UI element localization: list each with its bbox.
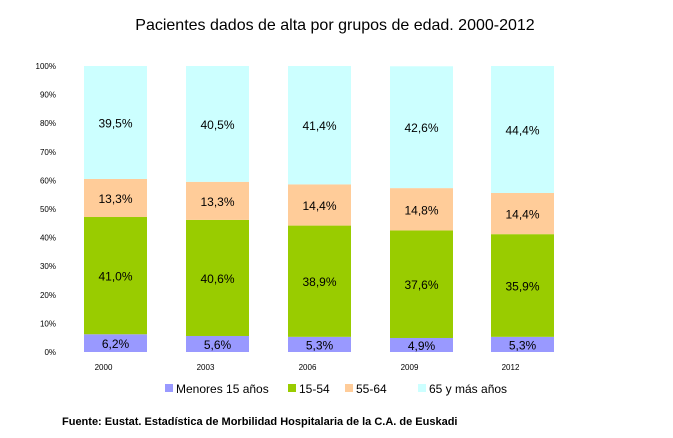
data-label: 5,3% — [306, 338, 334, 352]
bar-segment — [186, 181, 249, 220]
data-label: 41,0% — [98, 270, 132, 284]
y-tick-label: 70% — [40, 148, 56, 157]
data-label: 14,8% — [404, 203, 438, 217]
legend-label: 65 y más años — [429, 382, 507, 396]
bar-segment — [491, 336, 554, 352]
bars: 6,2% 41,0% 13,3% 39,5% 5,6% 40,6% 13,3% 40,5% 5,… — [84, 66, 554, 353]
data-label: 41,4% — [302, 119, 336, 133]
data-label: 13,3% — [98, 192, 132, 206]
bar-segment — [390, 188, 453, 231]
y-tick-label: 40% — [40, 234, 56, 243]
data-label: 14,4% — [302, 199, 336, 213]
bar-segment — [390, 66, 453, 189]
bar-segment — [288, 184, 351, 226]
bar-segment — [186, 335, 249, 352]
data-label: 40,6% — [200, 272, 234, 286]
bar-segment — [491, 234, 554, 337]
bar-segment — [84, 66, 147, 179]
data-label: 39,5% — [98, 116, 132, 130]
data-label: 4,9% — [408, 339, 436, 353]
y-tick-label: 20% — [40, 291, 56, 300]
bar-segment — [491, 192, 554, 235]
y-tick-label: 30% — [40, 262, 56, 271]
data-label: 37,6% — [404, 278, 438, 292]
data-label: 38,9% — [302, 275, 336, 289]
x-tick-label: 2009 — [401, 363, 419, 372]
legend-swatch — [288, 384, 296, 392]
data-label: 42,6% — [404, 121, 438, 135]
bar-segment — [288, 336, 351, 352]
legend-label: 55-64 — [356, 382, 387, 396]
bar-segment — [186, 66, 249, 182]
chart-title: Pacientes dados de alta por grupos de ed… — [135, 17, 535, 34]
bar-segment — [84, 334, 147, 352]
data-label: 13,3% — [200, 195, 234, 209]
y-tick-label: 10% — [40, 319, 56, 328]
y-tick-label: 50% — [40, 205, 56, 214]
y-tick-label: 100% — [36, 62, 56, 71]
y-tick-label: 80% — [40, 119, 56, 128]
legend-swatch — [345, 384, 353, 392]
bar-segment — [84, 217, 147, 335]
data-label: 6,2% — [102, 337, 130, 351]
legend-swatch — [418, 384, 426, 392]
bar-segment — [491, 66, 554, 193]
y-tick-label: 90% — [40, 91, 56, 100]
x-tick-label: 2003 — [197, 363, 215, 372]
legend: Menores 15 años 15-54 55-64 65 y más años — [165, 382, 507, 396]
data-label: 5,3% — [509, 338, 537, 352]
x-tick-label: 2000 — [95, 363, 113, 372]
bar-segment — [288, 225, 351, 337]
bar-segment — [288, 66, 351, 185]
legend-item: 15-54 — [288, 382, 330, 396]
x-tick-label: 2012 — [502, 363, 520, 372]
bar-segment — [84, 178, 147, 218]
data-label: 14,4% — [505, 208, 539, 222]
bar-segment — [186, 219, 249, 336]
data-label: 40,5% — [200, 118, 234, 132]
data-label: 44,4% — [505, 123, 539, 137]
bar-segment — [390, 337, 453, 352]
data-label: 5,6% — [204, 338, 232, 352]
x-tick-label: 2006 — [299, 363, 317, 372]
x-axis: 2000 2003 2006 2009 2012 — [95, 363, 520, 372]
y-tick-label: 60% — [40, 176, 56, 185]
legend-item: 55-64 — [345, 382, 387, 396]
data-label: 35,9% — [505, 280, 539, 294]
bar-segment — [390, 230, 453, 338]
source-note: Fuente: Eustat. Estadística de Morbilida… — [62, 416, 457, 428]
legend-item: 65 y más años — [418, 382, 507, 396]
y-tick-label: 0% — [44, 348, 56, 357]
legend-label: 15-54 — [299, 382, 330, 396]
legend-label: Menores 15 años — [176, 382, 269, 396]
legend-swatch — [165, 384, 173, 392]
legend-item: Menores 15 años — [165, 382, 269, 396]
y-axis: 0% 10% 20% 30% 40% 50% 60% 70% 80% 90% 100% — [36, 62, 56, 357]
